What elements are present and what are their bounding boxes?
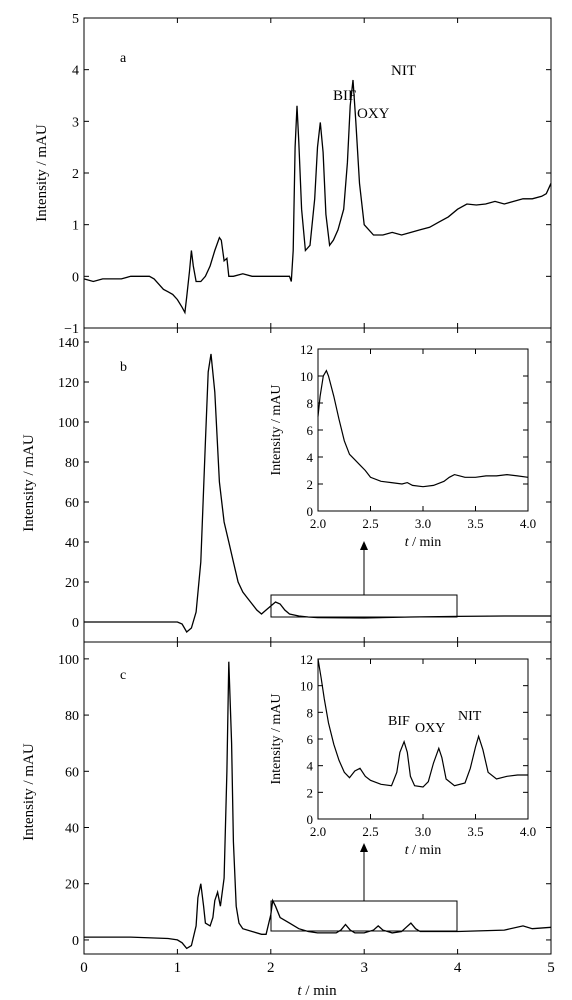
y-tick-label: 2: [72, 167, 79, 182]
y-tick-label: 1: [72, 219, 79, 234]
peak-label-bif-a: BIF: [333, 88, 356, 104]
inset-b-frame: [317, 348, 529, 512]
y-tick-label: 0: [307, 812, 314, 827]
panel-b: b 0 20 40 60 80 100 120 140 Intensity / mAU 0 2 4…: [21, 327, 552, 643]
inset-c: 0 2 4 6 8 10 12 2.0 2.5 3.0 3.5 4.0 Intensity / mAU…: [269, 652, 536, 858]
y-tick-label: 2: [307, 477, 314, 492]
peak-label-nit-a: NIT: [391, 63, 416, 79]
inset-b-ylabel: Intensity / mAU: [269, 385, 284, 476]
x-tick-label: 3.5: [467, 516, 483, 531]
y-tick-label: 20: [65, 878, 79, 893]
y-tick-label: 5: [72, 12, 79, 27]
x-tick-label: 2.5: [362, 824, 378, 839]
y-tick-label: 140: [58, 336, 79, 351]
peak-label-oxy-c: OXY: [415, 721, 445, 736]
y-tick-label: 20: [65, 576, 79, 591]
y-tick-label: 4: [307, 759, 314, 774]
y-tick-label: 100: [58, 416, 79, 431]
panel-c-ylabel: Intensity / mAU: [21, 743, 37, 841]
x-tick-label: 3.5: [467, 824, 483, 839]
panel-c-zoom-box: [270, 900, 458, 932]
y-tick-label: 8: [307, 705, 314, 720]
inset-b-xlabel: t / min: [405, 535, 442, 550]
y-tick-label: 0: [72, 270, 79, 285]
y-tick-label: 80: [65, 456, 79, 471]
y-tick-label: 12: [300, 342, 313, 357]
trace-inset-c: [317, 658, 528, 788]
panel-b-arrow-head: [360, 541, 368, 550]
y-tick-label: 6: [307, 423, 314, 438]
peak-label-oxy-a: OXY: [357, 106, 390, 122]
panel-a: a BIF OXY NIT −1 0 1 2 3 4 5 Intensity / mAU: [34, 12, 552, 337]
y-tick-label: 0: [72, 616, 79, 631]
panel-b-ylabel: Intensity / mAU: [21, 434, 37, 532]
x-tick-label: 5: [547, 960, 555, 976]
inset-c-ylabel: Intensity / mAU: [269, 694, 284, 785]
y-tick-label: 8: [307, 396, 314, 411]
peak-label-bif-c: BIF: [388, 714, 410, 729]
y-tick-label: 4: [307, 450, 314, 465]
y-tick-label: 6: [307, 732, 314, 747]
trace-panel-a: [83, 79, 552, 315]
panel-c-letter: c: [120, 668, 126, 683]
panel-c-frame: [83, 641, 552, 955]
inset-c-xlabel: t / min: [405, 843, 442, 858]
panel-c: c 0 20 40 60 80 100 Intensity / mAU 0 2 4 6 8 10 12…: [21, 641, 552, 955]
y-tick-label: 80: [65, 709, 79, 724]
y-tick-label: 10: [300, 679, 313, 694]
panel-a-ylabel: Intensity / mAU: [34, 124, 50, 222]
inset-b: 0 2 4 6 8 10 12 2.0 2.5 3.0 3.5 4.0 Intensity / mAU…: [269, 342, 536, 550]
x-tick-label: 1: [174, 960, 182, 976]
peak-label-nit-c: NIT: [458, 709, 482, 724]
y-tick-label: 60: [65, 496, 79, 511]
panel-a-frame: [83, 17, 552, 329]
y-tick-label: 40: [65, 536, 79, 551]
x-tick-label: 3.0: [415, 516, 431, 531]
main-xlabel: t / min: [297, 983, 337, 999]
panel-b-letter: b: [120, 360, 127, 375]
x-tick-label: 2.5: [362, 516, 378, 531]
inset-c-frame: [317, 658, 529, 820]
panel-c-arrow-head: [360, 843, 368, 852]
y-tick-label: 12: [300, 652, 313, 667]
x-tick-label: 2.0: [310, 516, 326, 531]
x-tick-label: 2.0: [310, 824, 326, 839]
y-tick-label: 2: [307, 785, 314, 800]
y-tick-label: 60: [65, 765, 79, 780]
x-tick-label: 2: [267, 960, 275, 976]
y-tick-label: 4: [72, 64, 79, 79]
y-tick-label: 100: [58, 653, 79, 668]
y-tick-label: 0: [307, 504, 314, 519]
panel-a-letter: a: [120, 51, 127, 66]
panel-a-y-ticks: −1 0 1 2 3 4 5: [64, 12, 552, 337]
y-tick-label: 10: [300, 369, 313, 384]
main-x-ticks: 0 1 2 3 4 5: [80, 960, 555, 976]
y-tick-label: −1: [64, 322, 79, 337]
x-tick-label: 4.0: [520, 516, 536, 531]
y-tick-label: 0: [72, 934, 79, 949]
y-tick-label: 40: [65, 822, 79, 837]
x-tick-label: 0: [80, 960, 88, 976]
inset-b-ticks: 0 2 4 6 8 10 12 2.0 2.5 3.0 3.5 4.0: [300, 342, 536, 531]
y-tick-label: 3: [72, 115, 79, 130]
x-tick-label: 3: [360, 960, 368, 976]
inset-c-ticks: 0 2 4 6 8 10 12 2.0 2.5 3.0 3.5 4.0: [300, 652, 536, 839]
trace-inset-b: [317, 369, 529, 488]
x-tick-label: 4: [454, 960, 462, 976]
y-tick-label: 120: [58, 376, 79, 391]
x-tick-label: 4.0: [520, 824, 536, 839]
panel-b-zoom-box: [270, 594, 458, 618]
x-tick-label: 3.0: [415, 824, 431, 839]
